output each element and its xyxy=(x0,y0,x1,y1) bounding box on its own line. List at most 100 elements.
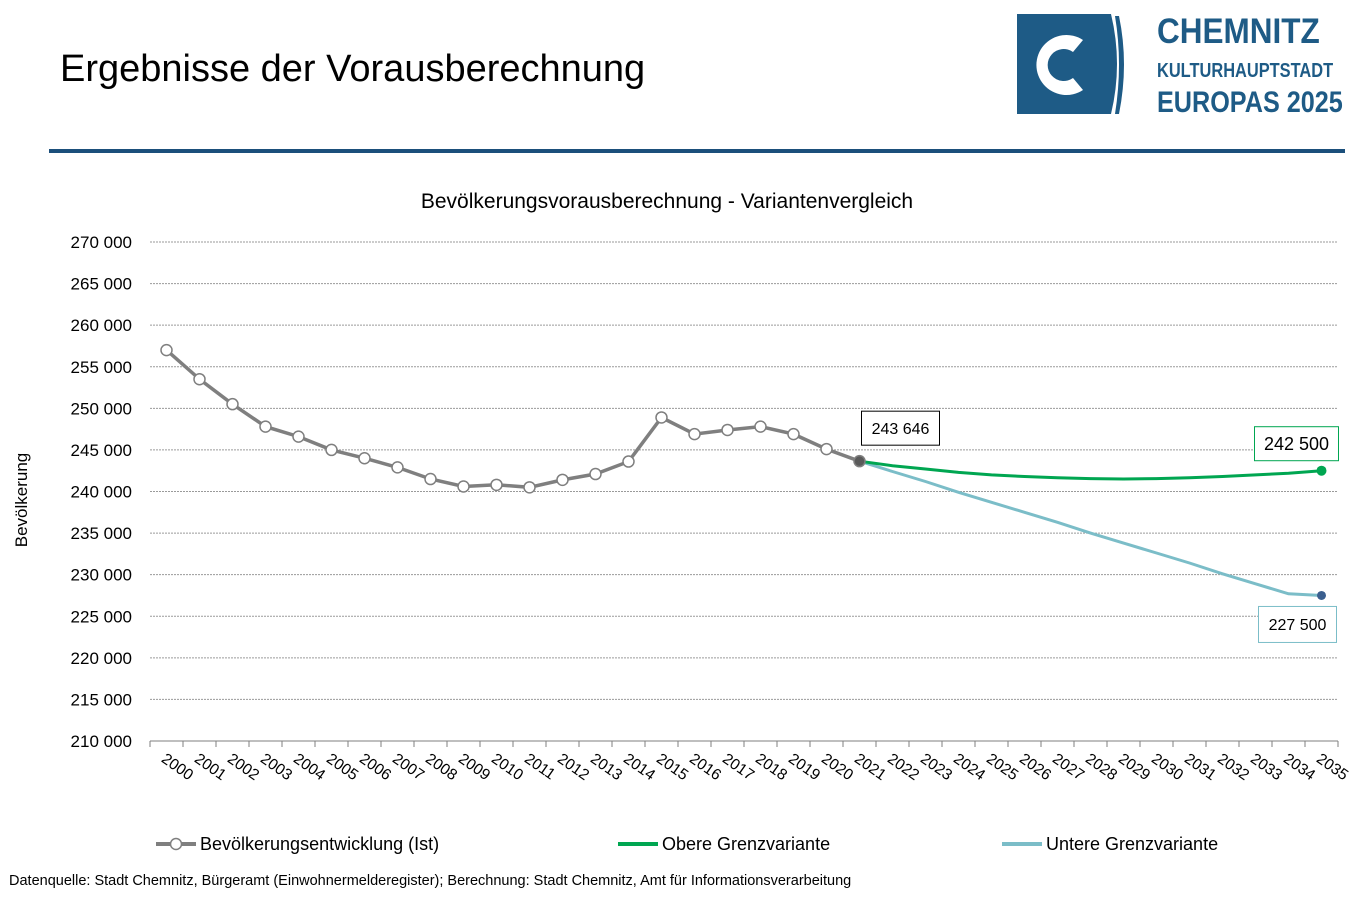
data-point-ist xyxy=(523,481,536,494)
x-tick-label: 2004 xyxy=(290,750,328,784)
legend: Bevölkerungsentwicklung (Ist) Obere Grenz… xyxy=(156,834,1218,854)
gridlines xyxy=(150,241,1338,700)
endpoint-obere xyxy=(1316,465,1327,476)
x-tick-label: 2030 xyxy=(1148,750,1186,784)
data-point-ist xyxy=(853,454,866,468)
data-point-ist xyxy=(226,397,239,411)
y-tick-label: 225 000 xyxy=(71,607,132,626)
chart-title: Bevölkerungsvorausberechnung - Varianten… xyxy=(421,190,913,213)
data-label-box xyxy=(1254,426,1339,462)
x-tick-label: 2008 xyxy=(422,750,460,784)
data-label: 242 500 xyxy=(1264,434,1329,454)
chemnitz-logo: CHEMNITZ KULTURHAUPTSTADT EUROPAS 2025 xyxy=(1015,12,1355,122)
y-axis-label: Bevölkerung xyxy=(12,453,31,548)
x-tick-label: 2011 xyxy=(521,750,558,783)
logo-line-1: CHEMNITZ xyxy=(1157,12,1320,51)
header-divider xyxy=(49,149,1345,153)
y-tick-label: 210 000 xyxy=(71,732,132,751)
data-point-ist xyxy=(193,372,206,386)
x-tick-label: 2010 xyxy=(488,750,526,784)
x-tick-label: 2026 xyxy=(1016,750,1054,784)
series-line-untere-grenzvariante xyxy=(859,459,1322,597)
series-line-bevoelkerungsentwicklung xyxy=(165,348,861,490)
x-tick-label: 2016 xyxy=(686,750,724,784)
x-tick-label: 2022 xyxy=(884,750,922,784)
x-tick-label: 2021 xyxy=(851,750,889,784)
data-point-ist xyxy=(589,467,602,481)
x-tick-label: 2012 xyxy=(554,750,592,784)
y-tick-label: 235 000 xyxy=(71,524,132,543)
logo-c-mark-icon xyxy=(1017,14,1124,114)
y-tick-label: 245 000 xyxy=(71,441,132,460)
data-point-ist xyxy=(787,427,800,441)
series-lines xyxy=(165,348,1322,597)
series-line-obere-grenzvariante xyxy=(859,459,1322,481)
data-point-ist xyxy=(391,461,404,474)
data-point-ist xyxy=(358,451,371,465)
data-label-box xyxy=(861,410,940,446)
y-tick-label: 260 000 xyxy=(71,316,132,335)
x-tick-label: 2018 xyxy=(752,750,790,784)
x-tick-label: 2029 xyxy=(1115,750,1153,784)
x-tick-label: 2025 xyxy=(983,750,1021,784)
x-tick-label: 2033 xyxy=(1247,750,1285,784)
x-tick-label: 2032 xyxy=(1214,750,1252,784)
y-tick-label: 270 000 xyxy=(71,233,132,252)
y-tick-label: 230 000 xyxy=(71,566,132,585)
y-tick-label: 215 000 xyxy=(71,690,132,709)
x-tick-label: 2006 xyxy=(356,750,394,784)
data-point-ist xyxy=(622,455,635,468)
data-label: 227 500 xyxy=(1269,617,1327,634)
x-tick-label: 2034 xyxy=(1280,750,1318,784)
data-point-ist xyxy=(259,420,272,433)
source-note: Datenquelle: Stadt Chemnitz, Bürgeramt (… xyxy=(9,873,852,889)
x-tick-label: 2023 xyxy=(917,750,955,784)
data-point-ist xyxy=(325,443,338,457)
x-tick-label: 2003 xyxy=(257,750,295,784)
data-point-ist xyxy=(457,480,470,493)
legend-marker xyxy=(169,837,183,851)
x-tick-label: 2028 xyxy=(1082,750,1120,784)
x-tick-label: 2019 xyxy=(785,750,823,784)
data-point-ist xyxy=(754,420,767,433)
data-labels: 243 646 242 500 227 500 xyxy=(861,410,1339,643)
y-tick-label: 240 000 xyxy=(71,483,132,502)
x-tick-label: 2013 xyxy=(587,750,625,784)
x-tick-label: 2035 xyxy=(1313,750,1351,784)
x-tick-label: 2017 xyxy=(719,750,757,784)
x-tick-label: 2009 xyxy=(455,750,493,784)
x-tick-label: 2031 xyxy=(1181,750,1219,784)
data-point-ist xyxy=(556,473,569,487)
axes: 270 000 265 000 260 000 255 000 250 000 245 0… xyxy=(71,233,1352,784)
x-tick-label: 2024 xyxy=(950,750,988,784)
x-tick-label: 2002 xyxy=(224,750,262,784)
logo-line-2: KULTURHAUPTSTADT xyxy=(1157,60,1334,82)
y-tick-label: 255 000 xyxy=(71,358,132,377)
x-tick-label: 2015 xyxy=(653,750,691,784)
y-tick-label: 250 000 xyxy=(71,399,132,418)
x-tick-label: 2001 xyxy=(191,750,229,784)
legend-label: Obere Grenzvariante xyxy=(662,834,830,854)
logo-line-3: EUROPAS 2025 xyxy=(1157,86,1343,119)
data-point-ist xyxy=(688,427,701,441)
data-point-ist xyxy=(490,478,503,492)
x-tick-label: 2005 xyxy=(323,750,361,784)
data-point-ist xyxy=(292,430,305,443)
x-tick-label: 2014 xyxy=(620,750,658,784)
x-tick-label: 2027 xyxy=(1049,750,1087,784)
legend-label: Untere Grenzvariante xyxy=(1046,834,1218,854)
data-point-ist xyxy=(820,442,833,456)
data-label: 243 646 xyxy=(872,421,930,438)
series-markers xyxy=(160,343,1327,600)
y-tick-label: 265 000 xyxy=(71,275,132,294)
page-title: Ergebnisse der Vorausberechnung xyxy=(60,48,646,90)
legend-label: Bevölkerungsentwicklung (Ist) xyxy=(200,834,439,854)
x-tick-label: 2020 xyxy=(818,750,856,784)
data-point-ist xyxy=(721,423,734,437)
endpoint-untere xyxy=(1317,590,1326,600)
y-tick-label: 220 000 xyxy=(71,649,132,668)
x-tick-label: 2000 xyxy=(158,750,196,784)
data-point-ist xyxy=(655,411,668,424)
data-point-ist xyxy=(160,343,173,357)
